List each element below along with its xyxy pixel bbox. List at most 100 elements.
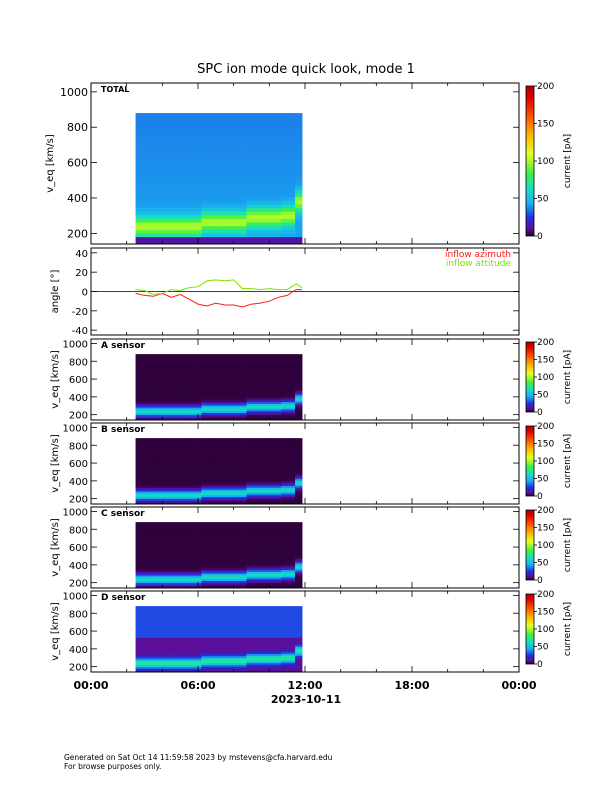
heatmap-cell: [281, 381, 286, 384]
heatmap-cell: [260, 134, 265, 139]
heatmap-cell: [232, 156, 237, 161]
heatmap-cell: [236, 365, 241, 368]
heatmap-cell: [229, 469, 234, 472]
heatmap-cell: [232, 370, 237, 373]
heatmap-cell: [236, 480, 241, 483]
heatmap-cell: [208, 387, 213, 390]
heatmap-cell: [298, 211, 303, 216]
heatmap-cell: [295, 363, 299, 366]
heatmap-cell: [194, 134, 199, 139]
heatmap-cell: [180, 193, 185, 198]
heatmap-cell: [159, 145, 164, 150]
heatmap-cell: [187, 156, 192, 161]
heatmap-cell: [135, 450, 140, 454]
heatmap-cell: [204, 418, 209, 421]
heatmap-cell: [260, 171, 265, 176]
heatmap-cell: [149, 494, 154, 498]
heatmap-cell: [139, 131, 143, 136]
heatmap-cell: [180, 127, 185, 132]
heatmap-cell: [239, 452, 244, 455]
heatmap-cell: [267, 392, 272, 395]
heatmap-cell: [177, 174, 182, 179]
heatmap-cell: [142, 218, 147, 223]
heatmap-cell: [170, 178, 175, 183]
heatmap-cell: [288, 399, 293, 403]
heatmap-cell: [152, 377, 157, 381]
heatmap-cell: [211, 480, 216, 483]
heatmap-cell: [239, 167, 244, 172]
heatmap-cell: [139, 485, 143, 488]
heatmap-cell: [180, 200, 185, 205]
heatmap-cell: [149, 149, 154, 154]
heatmap-cell: [170, 454, 175, 457]
heatmap-cell: [177, 200, 182, 205]
heatmap-cell: [184, 214, 188, 219]
heatmap-cell: [149, 474, 154, 477]
heatmap-cell: [267, 185, 272, 190]
heatmap-cell: [135, 483, 140, 487]
heatmap-cell: [236, 196, 241, 201]
heatmap-cell: [260, 193, 265, 198]
heatmap-cell: [163, 142, 168, 147]
heatmap-cell: [194, 355, 199, 359]
heatmap-cell: [256, 355, 261, 359]
heatmap-cell: [263, 218, 268, 223]
heatmap-cell: [156, 368, 161, 371]
heatmap-cell: [256, 204, 261, 209]
heatmap-cell: [156, 131, 161, 136]
heatmap-cell: [218, 465, 223, 468]
heatmap-cell: [166, 374, 171, 377]
heatmap-cell: [204, 460, 209, 463]
heatmap-cell: [260, 131, 265, 136]
heatmap-cell: [239, 472, 244, 476]
heatmap-cell: [166, 182, 171, 187]
heatmap-cell: [232, 379, 237, 382]
heatmap-cell: [298, 388, 303, 392]
heatmap-cell: [236, 439, 241, 443]
heatmap-cell: [145, 200, 150, 205]
heatmap-cell: [211, 131, 216, 136]
heatmap-cell: [298, 138, 303, 143]
heatmap-cell: [253, 354, 258, 357]
heatmap-cell: [159, 113, 164, 118]
heatmap-cell: [225, 359, 230, 362]
heatmap-cell: [246, 487, 251, 490]
heatmap-cell: [204, 361, 209, 364]
heatmap-cell: [222, 472, 227, 476]
heatmap-cell: [253, 387, 258, 390]
heatmap-cell: [277, 182, 282, 187]
heatmap-cell: [170, 480, 175, 483]
heatmap-cell: [256, 438, 261, 441]
heatmap-cell: [215, 454, 220, 457]
heatmap-cell: [229, 354, 234, 357]
heatmap-cell: [256, 222, 261, 227]
heatmap-cell: [166, 185, 171, 190]
heatmap-cell: [159, 142, 164, 147]
heatmap-cell: [288, 200, 293, 205]
heatmap-cell: [260, 396, 265, 399]
heatmap-cell: [208, 456, 213, 459]
heatmap-cell: [177, 407, 182, 410]
heatmap-cell: [229, 458, 234, 461]
heatmap-cell: [170, 387, 175, 390]
heatmap-cell: [239, 443, 244, 446]
heatmap-cell: [211, 240, 216, 245]
heatmap-cell: [180, 370, 185, 373]
heatmap-cell: [263, 127, 268, 132]
heatmap-cell: [184, 450, 188, 454]
heatmap-cell: [232, 131, 237, 136]
heatmap-cell: [232, 410, 237, 414]
heatmap-cell: [229, 189, 234, 194]
heatmap-cell: [204, 193, 209, 198]
heatmap-cell: [284, 171, 289, 176]
heatmap-cell: [180, 500, 185, 503]
heatmap-cell: [163, 409, 168, 412]
heatmap-cell: [239, 366, 244, 370]
heatmap-cell: [291, 214, 296, 219]
heatmap-cell: [152, 156, 157, 161]
heatmap-cell: [156, 381, 161, 384]
heatmap-cell: [198, 127, 202, 132]
heatmap-cell: [263, 461, 268, 465]
heatmap-cell: [156, 236, 161, 241]
heatmap-cell: [225, 412, 230, 415]
